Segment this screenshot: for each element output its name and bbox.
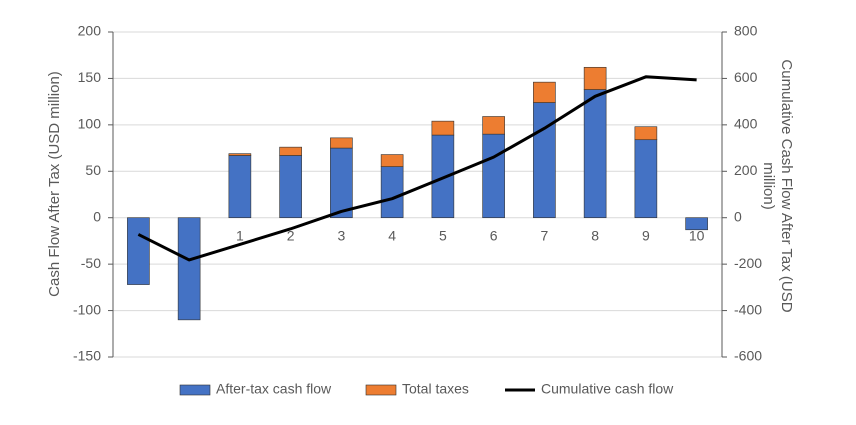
bar (685, 217, 708, 231)
y-axis-title: Cash Flow After Tax (USD million) (46, 71, 63, 297)
bar (533, 102, 556, 219)
bar (431, 120, 455, 136)
y2-tick-label: 200 (734, 162, 758, 178)
bar (228, 153, 252, 156)
y2-tick-label: -200 (734, 255, 762, 271)
bar (482, 116, 505, 135)
bar (330, 137, 353, 149)
y2-tick-label: 600 (734, 69, 758, 85)
y2-axis-title: Cumulative Cash Flow After Tax (USD mill… (760, 59, 795, 313)
y-tick-label: 200 (78, 23, 102, 39)
bar (634, 126, 658, 141)
y2-tick-label: 800 (734, 23, 758, 39)
y-tick-label: 0 (93, 208, 101, 224)
bar (279, 146, 302, 156)
bar (583, 66, 607, 90)
x-tick-label: 5 (439, 227, 447, 243)
bar (228, 155, 252, 219)
bar (380, 166, 404, 219)
legend-label: Cumulative cash flow (541, 381, 674, 397)
x-tick-label: 8 (591, 227, 599, 243)
bar (634, 139, 658, 219)
bar (380, 154, 404, 167)
y2-tick-label: 0 (734, 208, 742, 224)
bar (127, 217, 150, 285)
y-tick-label: 50 (85, 162, 101, 178)
x-tick-label: 7 (540, 227, 548, 243)
legend-swatch (365, 384, 397, 396)
x-tick-label: 1 (236, 227, 244, 243)
y-tick-label: 150 (78, 69, 102, 85)
x-tick-label: 3 (337, 227, 345, 243)
line (137, 75, 697, 262)
y2-tick-label: -600 (734, 348, 762, 364)
x-tick-label: 2 (287, 227, 295, 243)
y-tick-label: 100 (78, 116, 102, 132)
bar (482, 133, 505, 219)
y-tick-label: -50 (81, 255, 101, 271)
y-tick-label: -100 (73, 301, 101, 317)
y2-tick-label: -400 (734, 301, 762, 317)
bar (330, 147, 353, 219)
y-tick-label: -150 (73, 348, 101, 364)
x-tick-label: 10 (689, 227, 705, 243)
legend-label: Total taxes (402, 381, 469, 397)
legend-label: After-tax cash flow (216, 381, 332, 397)
y2-tick-label: 400 (734, 116, 758, 132)
bar (533, 81, 556, 103)
x-tick-label: 4 (388, 227, 396, 243)
bar (177, 217, 201, 321)
legend-swatch (179, 384, 211, 396)
bar (583, 89, 607, 219)
x-tick-label: 6 (490, 227, 498, 243)
x-tick-label: 9 (642, 227, 650, 243)
bar (279, 155, 302, 219)
